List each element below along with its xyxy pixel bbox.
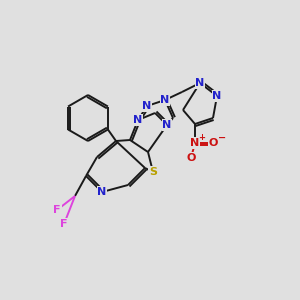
Text: N: N [162, 120, 172, 130]
Text: S: S [149, 167, 157, 177]
Text: −: − [218, 133, 226, 143]
Text: N: N [134, 115, 142, 125]
Text: N: N [142, 101, 152, 111]
Text: O: O [208, 138, 218, 148]
Text: +: + [199, 134, 206, 142]
Text: N: N [160, 95, 169, 105]
Text: N: N [195, 78, 205, 88]
Text: N: N [190, 138, 200, 148]
Text: O: O [186, 153, 196, 163]
Text: N: N [212, 91, 222, 101]
Text: N: N [98, 187, 106, 197]
Text: F: F [60, 219, 68, 229]
Text: F: F [53, 205, 61, 215]
